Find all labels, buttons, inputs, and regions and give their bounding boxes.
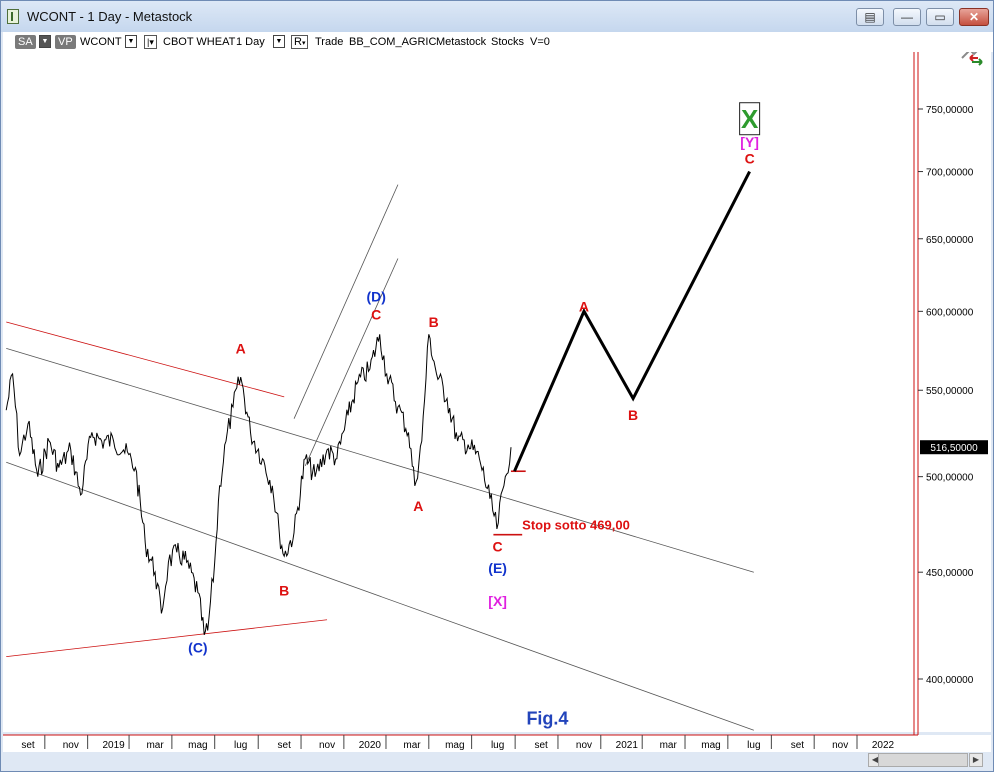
x-tick-label: 2020 (359, 740, 382, 751)
wave-label: C (371, 306, 381, 322)
wave-label: C (493, 538, 503, 554)
x-tick-label: lug (491, 740, 504, 751)
x-tick-label: mag (445, 740, 464, 751)
wave-label: (D) (366, 288, 385, 304)
price-line (5, 334, 512, 635)
x-tick-label: nov (576, 740, 592, 751)
y-tick-label: 700,00000 (926, 168, 974, 179)
x-tick-label: lug (747, 740, 760, 751)
channel-line (6, 619, 328, 658)
wave-annotations: AB(C)(D)C BAC(E)[X]Stop sotto 469,00ABC[Y… (188, 102, 761, 729)
wave-label: B (628, 407, 638, 423)
price-axis-panel (918, 52, 991, 732)
horizontal-scrollbar[interactable] (878, 753, 968, 767)
title-bar[interactable]: WCONT - 1 Day - Metastock ▤ — ▭ ✕ (1, 1, 993, 32)
x-tick-label: nov (832, 740, 848, 751)
chart-toolbar: SA ▼ VP WCONT ▼ |▾ CBOT WHEAT 1 Day ▼ R▾… (3, 32, 993, 52)
last-price-marker: 516,50000 (920, 440, 988, 455)
x-tick-label: mar (403, 740, 421, 751)
x-tick-labels: set nov 2019 mar mag lug set nov 2020 mar mag lug se… (21, 735, 895, 751)
r-button[interactable]: R▾ (291, 35, 309, 49)
wave-label: [Y] (740, 134, 759, 150)
wave-label: A (236, 340, 246, 356)
wave-label: A (579, 299, 589, 315)
r-label: R (294, 36, 302, 48)
channel-line (304, 258, 399, 467)
vp-button[interactable]: VP (55, 35, 76, 49)
trendlines (6, 184, 754, 731)
x-tick-label: set (791, 740, 805, 751)
wave-label: B (279, 582, 289, 598)
wave-label: Fig.4 (526, 709, 568, 729)
symbol-list-icon[interactable]: |▾ (144, 35, 157, 49)
projection-line (513, 170, 751, 472)
sa-button[interactable]: SA (15, 35, 36, 49)
x-tick-label: mar (660, 740, 678, 751)
y-tick-label: 500,00000 (926, 473, 974, 484)
x-tick-label: mar (146, 740, 164, 751)
last-price-label: 516,50000 (930, 443, 978, 454)
plot-area (3, 52, 918, 732)
restore-layout-icon[interactable]: ▤ (856, 8, 884, 26)
x-tick-label: nov (63, 740, 79, 751)
close-button[interactable]: ✕ (959, 8, 989, 26)
y-tick-label: 650,00000 (926, 235, 974, 246)
y-tick-label: 450,00000 (926, 568, 974, 579)
x-tick-label: nov (319, 740, 335, 751)
wave-label: B (429, 314, 439, 330)
x-tick-label: 2019 (103, 740, 126, 751)
security-name: CBOT WHEAT (163, 36, 236, 48)
wave-label: Stop sotto 469,00 (522, 518, 630, 533)
volume-label: V=0 (530, 36, 550, 48)
wave-label: C (745, 151, 755, 167)
window-title: WCONT - 1 Day - Metastock (27, 9, 193, 24)
wave-label: X (741, 104, 759, 134)
x-tick-label: lug (234, 740, 247, 751)
metastock-app-icon (7, 9, 19, 24)
sa-dropdown-icon[interactable]: ▼ (39, 35, 51, 48)
channel-line (6, 461, 754, 731)
y-tick-label: 600,00000 (926, 307, 974, 318)
x-tick-label: set (278, 740, 292, 751)
price-chart[interactable]: 750,00000 700,00000 650,00000 600,00000 550,… (3, 52, 991, 752)
r-dropdown-icon: ▾ (301, 40, 306, 47)
y-tick-label: 750,00000 (926, 105, 974, 116)
x-tick-label: 2021 (616, 740, 639, 751)
source-label: Metastock (436, 36, 487, 48)
period-dropdown-icon[interactable]: ▼ (273, 35, 285, 48)
x-tick-label: set (534, 740, 548, 751)
trade-label: Trade (315, 36, 344, 48)
y-tick-labels: 750,00000 700,00000 650,00000 600,00000 550,… (918, 105, 974, 686)
x-tick-label: mag (188, 740, 207, 751)
crosshair-toggle-icon[interactable] (961, 52, 983, 66)
price-series (5, 170, 751, 635)
type-label: Stocks (491, 36, 525, 48)
time-axis-panel (3, 735, 991, 752)
channel-line (293, 184, 399, 419)
target-box (739, 102, 761, 136)
sector-label: BB_COM_AGRIC (349, 36, 437, 48)
symbol-label: WCONT (80, 36, 122, 48)
wave-label: [X] (488, 593, 507, 609)
x-tick-label: mag (701, 740, 720, 751)
scroll-right-icon[interactable]: ▶ (969, 753, 983, 767)
channel-line (6, 347, 754, 573)
y-tick-label: 550,00000 (926, 386, 974, 397)
minimize-button[interactable]: — (893, 8, 921, 26)
y-tick-label: 400,00000 (926, 675, 974, 686)
period-label: 1 Day (236, 36, 265, 48)
wave-label: (C) (188, 640, 207, 656)
x-tick-label: 2022 (872, 740, 895, 751)
wave-label: (E) (488, 560, 507, 576)
symbol-dropdown-icon[interactable]: ▼ (125, 35, 137, 48)
wave-label: A (413, 498, 423, 514)
last-price-box (920, 440, 988, 455)
channel-line (6, 321, 285, 398)
maximize-button[interactable]: ▭ (926, 8, 954, 26)
x-tick-label: set (21, 740, 35, 751)
